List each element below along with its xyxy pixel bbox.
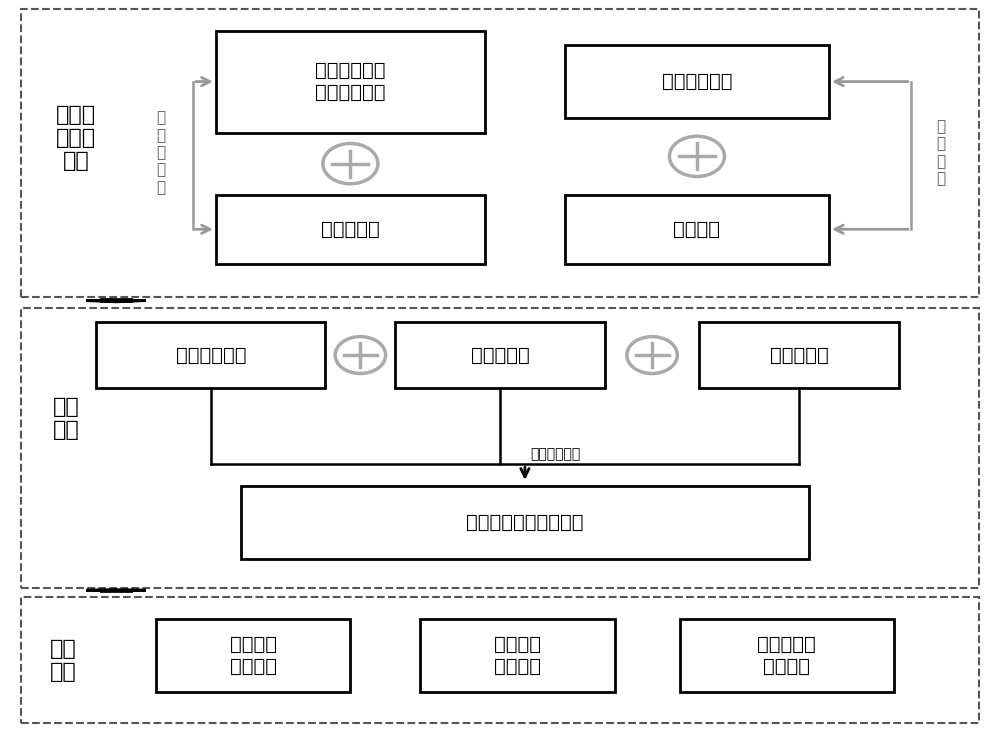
Circle shape — [669, 136, 724, 176]
FancyBboxPatch shape — [241, 486, 809, 559]
Text: 数据获
取与标
准化: 数据获 取与标 准化 — [56, 105, 96, 171]
FancyBboxPatch shape — [420, 619, 615, 692]
Text: 排放因子库: 排放因子库 — [770, 346, 829, 365]
Text: 清单计算公式: 清单计算公式 — [530, 447, 580, 461]
Text: 车流量扩展: 车流量扩展 — [471, 346, 529, 365]
FancyBboxPatch shape — [699, 322, 899, 388]
Text: 清单
计算: 清单 计算 — [53, 397, 80, 441]
FancyBboxPatch shape — [680, 619, 894, 692]
Text: 数据
存储: 数据 存储 — [50, 638, 77, 681]
Bar — [101, 299, 131, 301]
FancyBboxPatch shape — [216, 195, 485, 264]
Circle shape — [323, 143, 378, 184]
FancyBboxPatch shape — [395, 322, 605, 388]
Text: 道路车速数据: 道路车速数据 — [662, 72, 732, 91]
Text: 路段交通排放清单计算: 路段交通排放清单计算 — [466, 513, 584, 532]
Text: 数
据
库
同
步: 数 据 库 同 步 — [156, 111, 166, 195]
FancyBboxPatch shape — [156, 619, 350, 692]
FancyBboxPatch shape — [565, 45, 829, 118]
Text: 政策信息: 政策信息 — [673, 220, 720, 239]
FancyBboxPatch shape — [216, 31, 485, 132]
Text: 路段逐时
排放数据: 路段逐时 排放数据 — [494, 635, 541, 676]
FancyBboxPatch shape — [565, 195, 829, 264]
Text: 爬
虫
工
具: 爬 虫 工 具 — [936, 119, 945, 187]
Text: 车辆信息同步: 车辆信息同步 — [176, 346, 246, 365]
Text: 车辆结构、道
路信息等数据: 车辆结构、道 路信息等数据 — [315, 61, 386, 102]
Text: 车流量数据: 车流量数据 — [321, 220, 380, 239]
FancyBboxPatch shape — [96, 322, 325, 388]
Text: 道路车辆
活动数据: 道路车辆 活动数据 — [230, 635, 277, 676]
Circle shape — [335, 337, 386, 373]
Circle shape — [627, 337, 677, 373]
Polygon shape — [86, 301, 146, 302]
Text: 基于可视化
需求统计: 基于可视化 需求统计 — [757, 635, 816, 676]
